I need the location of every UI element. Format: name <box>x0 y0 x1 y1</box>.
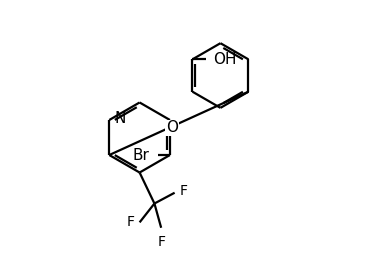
Text: Br: Br <box>132 147 149 163</box>
Text: O: O <box>166 120 178 135</box>
Text: F: F <box>180 185 187 198</box>
Text: F: F <box>157 235 165 249</box>
Text: F: F <box>127 215 135 229</box>
Text: N: N <box>114 111 125 126</box>
Text: OH: OH <box>212 52 236 67</box>
